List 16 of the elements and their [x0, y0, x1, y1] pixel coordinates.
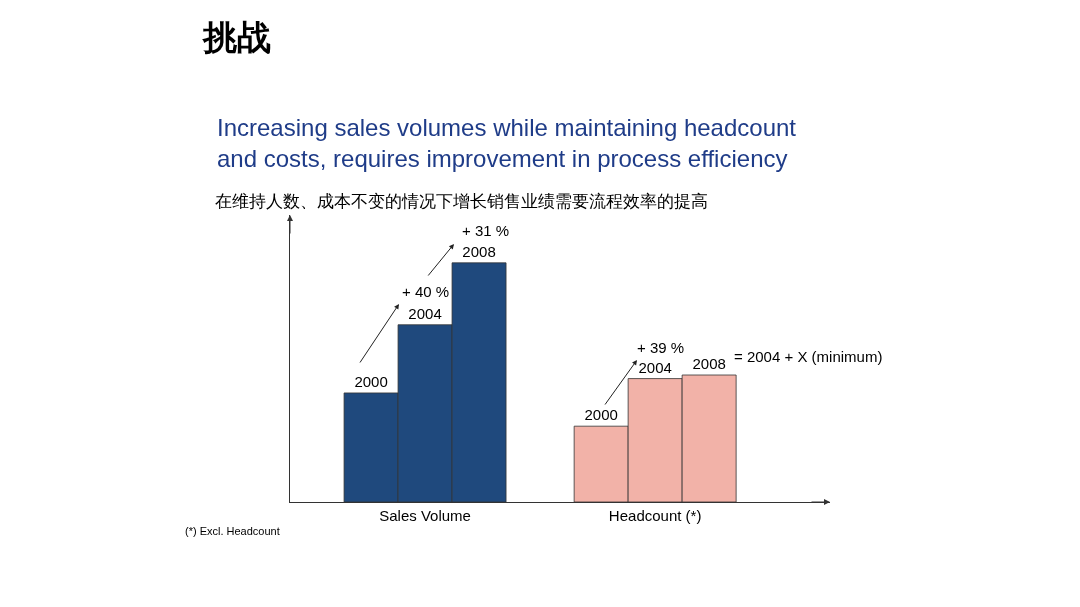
text: (*) Excl. Headcount [185, 525, 280, 537]
series-label: 2004 [408, 304, 442, 322]
text: 2008 [692, 355, 726, 372]
x-tick-label: Headcount (*) [608, 507, 702, 524]
annotation: + 40 % [402, 283, 450, 300]
text: 在维持人数、成本不变的情况下增长销售业绩需要流程效率的提高 [215, 192, 708, 211]
annotation: + 39 % [637, 339, 685, 356]
x-tick-label: Sales Volume [379, 507, 471, 524]
chart-subtitle: Increasing sales volumes while maintaining headcount and costs, requires improvement in process efficiency [217, 114, 797, 173]
text: 2004 [638, 358, 672, 376]
text: 2000 [584, 406, 618, 424]
annotation: = 2004 + X (minimum) [734, 348, 883, 365]
series-label: 2000 [354, 372, 388, 390]
text: + 31 % [462, 222, 510, 239]
series-label: 2008 [462, 242, 496, 260]
chart-title: 挑战 [202, 17, 271, 57]
